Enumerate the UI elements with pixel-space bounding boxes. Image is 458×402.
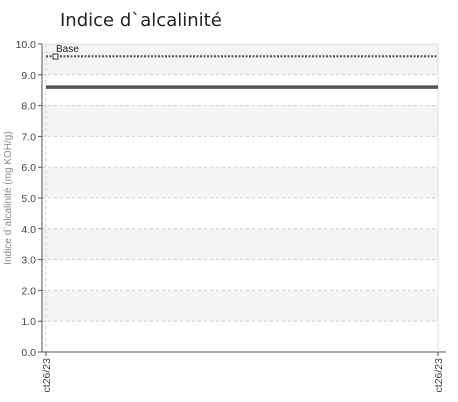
series-lines (46, 55, 438, 89)
plot-band (42, 167, 438, 198)
plot-band (42, 228, 438, 260)
chart-title: Indice d`alcalinité (60, 10, 222, 31)
y-axis-label: Indice d`alcalinité (mg KOH/g) (2, 131, 14, 264)
y-tick-label: 4.0 (21, 224, 36, 236)
x-tick-labels: ct26/23 ct26/23 (41, 358, 445, 393)
x-tick-label: ct26/23 (433, 358, 445, 393)
y-tick-label: 9.0 (21, 70, 36, 82)
y-tick-label: 0.0 (21, 347, 36, 359)
y-tick-label: 10.0 (16, 39, 37, 51)
plot-bands (42, 44, 438, 322)
y-tick-label: 8.0 (21, 101, 36, 113)
y-tick-label: 7.0 (21, 131, 36, 143)
plot-band (42, 105, 438, 137)
y-tick-labels: 0.0 1.0 2.0 3.0 4.0 5.0 6.0 7.0 8.0 9.0 10.0 (16, 39, 37, 359)
y-tick-label: 3.0 (21, 255, 36, 267)
axes (38, 43, 446, 356)
x-tick-label: ct26/23 (41, 358, 53, 393)
y-tick-label: 6.0 (21, 162, 36, 174)
plot-band (42, 44, 438, 75)
legend-label: Base (56, 44, 79, 55)
y-tick-label: 2.0 (21, 285, 36, 297)
y-tick-label: 5.0 (21, 193, 36, 205)
plot-band (42, 290, 438, 322)
legend-marker (52, 53, 59, 60)
y-tick-label: 1.0 (21, 316, 36, 328)
legend: Base (52, 44, 79, 60)
